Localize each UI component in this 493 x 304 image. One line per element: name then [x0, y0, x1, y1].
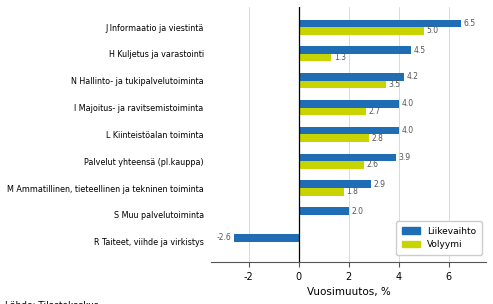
- Text: Lähde: Tilastokeskus: Lähde: Tilastokeskus: [5, 301, 99, 304]
- Text: 4.0: 4.0: [401, 126, 413, 135]
- Bar: [299, 108, 366, 115]
- Text: 4.0: 4.0: [401, 99, 413, 108]
- Text: -2.6: -2.6: [216, 233, 231, 242]
- Text: 1.3: 1.3: [334, 53, 346, 62]
- Bar: [299, 54, 331, 61]
- Bar: [299, 27, 423, 35]
- Bar: [299, 181, 371, 188]
- Text: 6.5: 6.5: [463, 19, 476, 28]
- Text: 2.8: 2.8: [371, 134, 383, 143]
- Bar: [299, 134, 369, 142]
- Bar: [299, 188, 344, 195]
- Bar: [299, 19, 461, 27]
- Bar: [299, 154, 396, 161]
- Text: 4.2: 4.2: [406, 72, 418, 81]
- Text: 1.8: 1.8: [346, 187, 358, 196]
- Bar: [234, 234, 299, 242]
- Bar: [299, 100, 399, 108]
- Text: 2.0: 2.0: [351, 207, 363, 216]
- Bar: [299, 47, 411, 54]
- Text: 4.5: 4.5: [414, 46, 426, 55]
- Text: 3.5: 3.5: [388, 80, 401, 89]
- Text: 2.7: 2.7: [369, 107, 381, 116]
- Bar: [299, 73, 404, 81]
- Text: 2.9: 2.9: [374, 180, 386, 189]
- Text: 2.6: 2.6: [366, 161, 378, 169]
- Text: 3.9: 3.9: [399, 153, 411, 162]
- Bar: [299, 207, 349, 215]
- Legend: Liikevaihto, Volyymi: Liikevaihto, Volyymi: [396, 221, 482, 255]
- Bar: [299, 127, 399, 134]
- Bar: [299, 81, 386, 88]
- Bar: [299, 161, 364, 169]
- X-axis label: Vuosimuutos, %: Vuosimuutos, %: [307, 287, 390, 297]
- Text: 5.0: 5.0: [426, 26, 438, 35]
